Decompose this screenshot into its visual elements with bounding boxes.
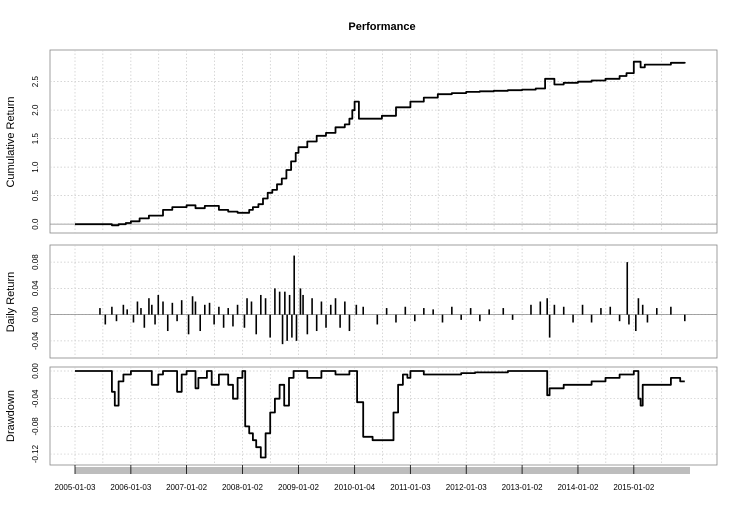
x-tick-label: 2014-01-02 bbox=[557, 483, 598, 492]
x-tick-label: 2009-01-02 bbox=[278, 483, 319, 492]
y-axis-label-daily: Daily Return bbox=[5, 272, 17, 333]
series-layer bbox=[75, 60, 686, 459]
y-tick-label: -0.04 bbox=[31, 331, 40, 350]
y-tick-label: 0.04 bbox=[31, 280, 40, 296]
x-tick-label: 2008-01-02 bbox=[222, 483, 263, 492]
y-tick-label: 2.0 bbox=[31, 104, 40, 116]
x-tick-label: 2013-01-02 bbox=[502, 483, 543, 492]
y-tick-label: 1.0 bbox=[31, 161, 40, 173]
grid-layer bbox=[50, 50, 717, 465]
y-tick-label: -0.12 bbox=[31, 444, 40, 463]
chart-title: Performance bbox=[348, 21, 415, 33]
y-tick-label: 0.0 bbox=[31, 218, 40, 230]
y-tick-label: -0.08 bbox=[31, 417, 40, 436]
y-tick-label: 0.08 bbox=[31, 254, 40, 270]
y-tick-label: 0.00 bbox=[31, 363, 40, 379]
x-tick-label: 2010-01-04 bbox=[334, 483, 375, 492]
panel-frame bbox=[49, 49, 718, 234]
x-tick-label: 2005-01-03 bbox=[55, 483, 96, 492]
y-axis-label-cumulative: Cumulative Return bbox=[5, 96, 17, 187]
x-tick-label: 2012-01-03 bbox=[446, 483, 487, 492]
panel-drawdown: Drawdown bbox=[5, 366, 718, 466]
panel-frame bbox=[49, 244, 718, 359]
cumulative-return-line bbox=[75, 60, 686, 227]
panel-cumulative-return: Cumulative Return bbox=[5, 49, 718, 234]
x-tick-label: 2015-01-02 bbox=[613, 483, 654, 492]
drawdown-line bbox=[75, 370, 685, 459]
x-tick-label: 2011-01-03 bbox=[390, 483, 431, 492]
y-tick-label: 1.5 bbox=[31, 133, 40, 145]
axis-layer: 0.0 0.5 1.0 1.5 2.0 2.5 -0.04 0.00 0.04 0.08 -0.12… bbox=[31, 76, 690, 492]
y-tick-label: 0.5 bbox=[31, 190, 40, 202]
y-tick-label: 2.5 bbox=[31, 76, 40, 88]
panel-frame bbox=[49, 366, 718, 466]
panel-daily-return: Daily Return bbox=[5, 244, 718, 359]
x-axis-band bbox=[75, 467, 690, 474]
y-tick-label: -0.04 bbox=[31, 389, 40, 408]
y-tick-label: 0.00 bbox=[31, 306, 40, 322]
y-axis-label-drawdown: Drawdown bbox=[5, 390, 17, 442]
x-tick-label: 2006-01-03 bbox=[110, 483, 151, 492]
x-tick-label: 2007-01-02 bbox=[166, 483, 207, 492]
